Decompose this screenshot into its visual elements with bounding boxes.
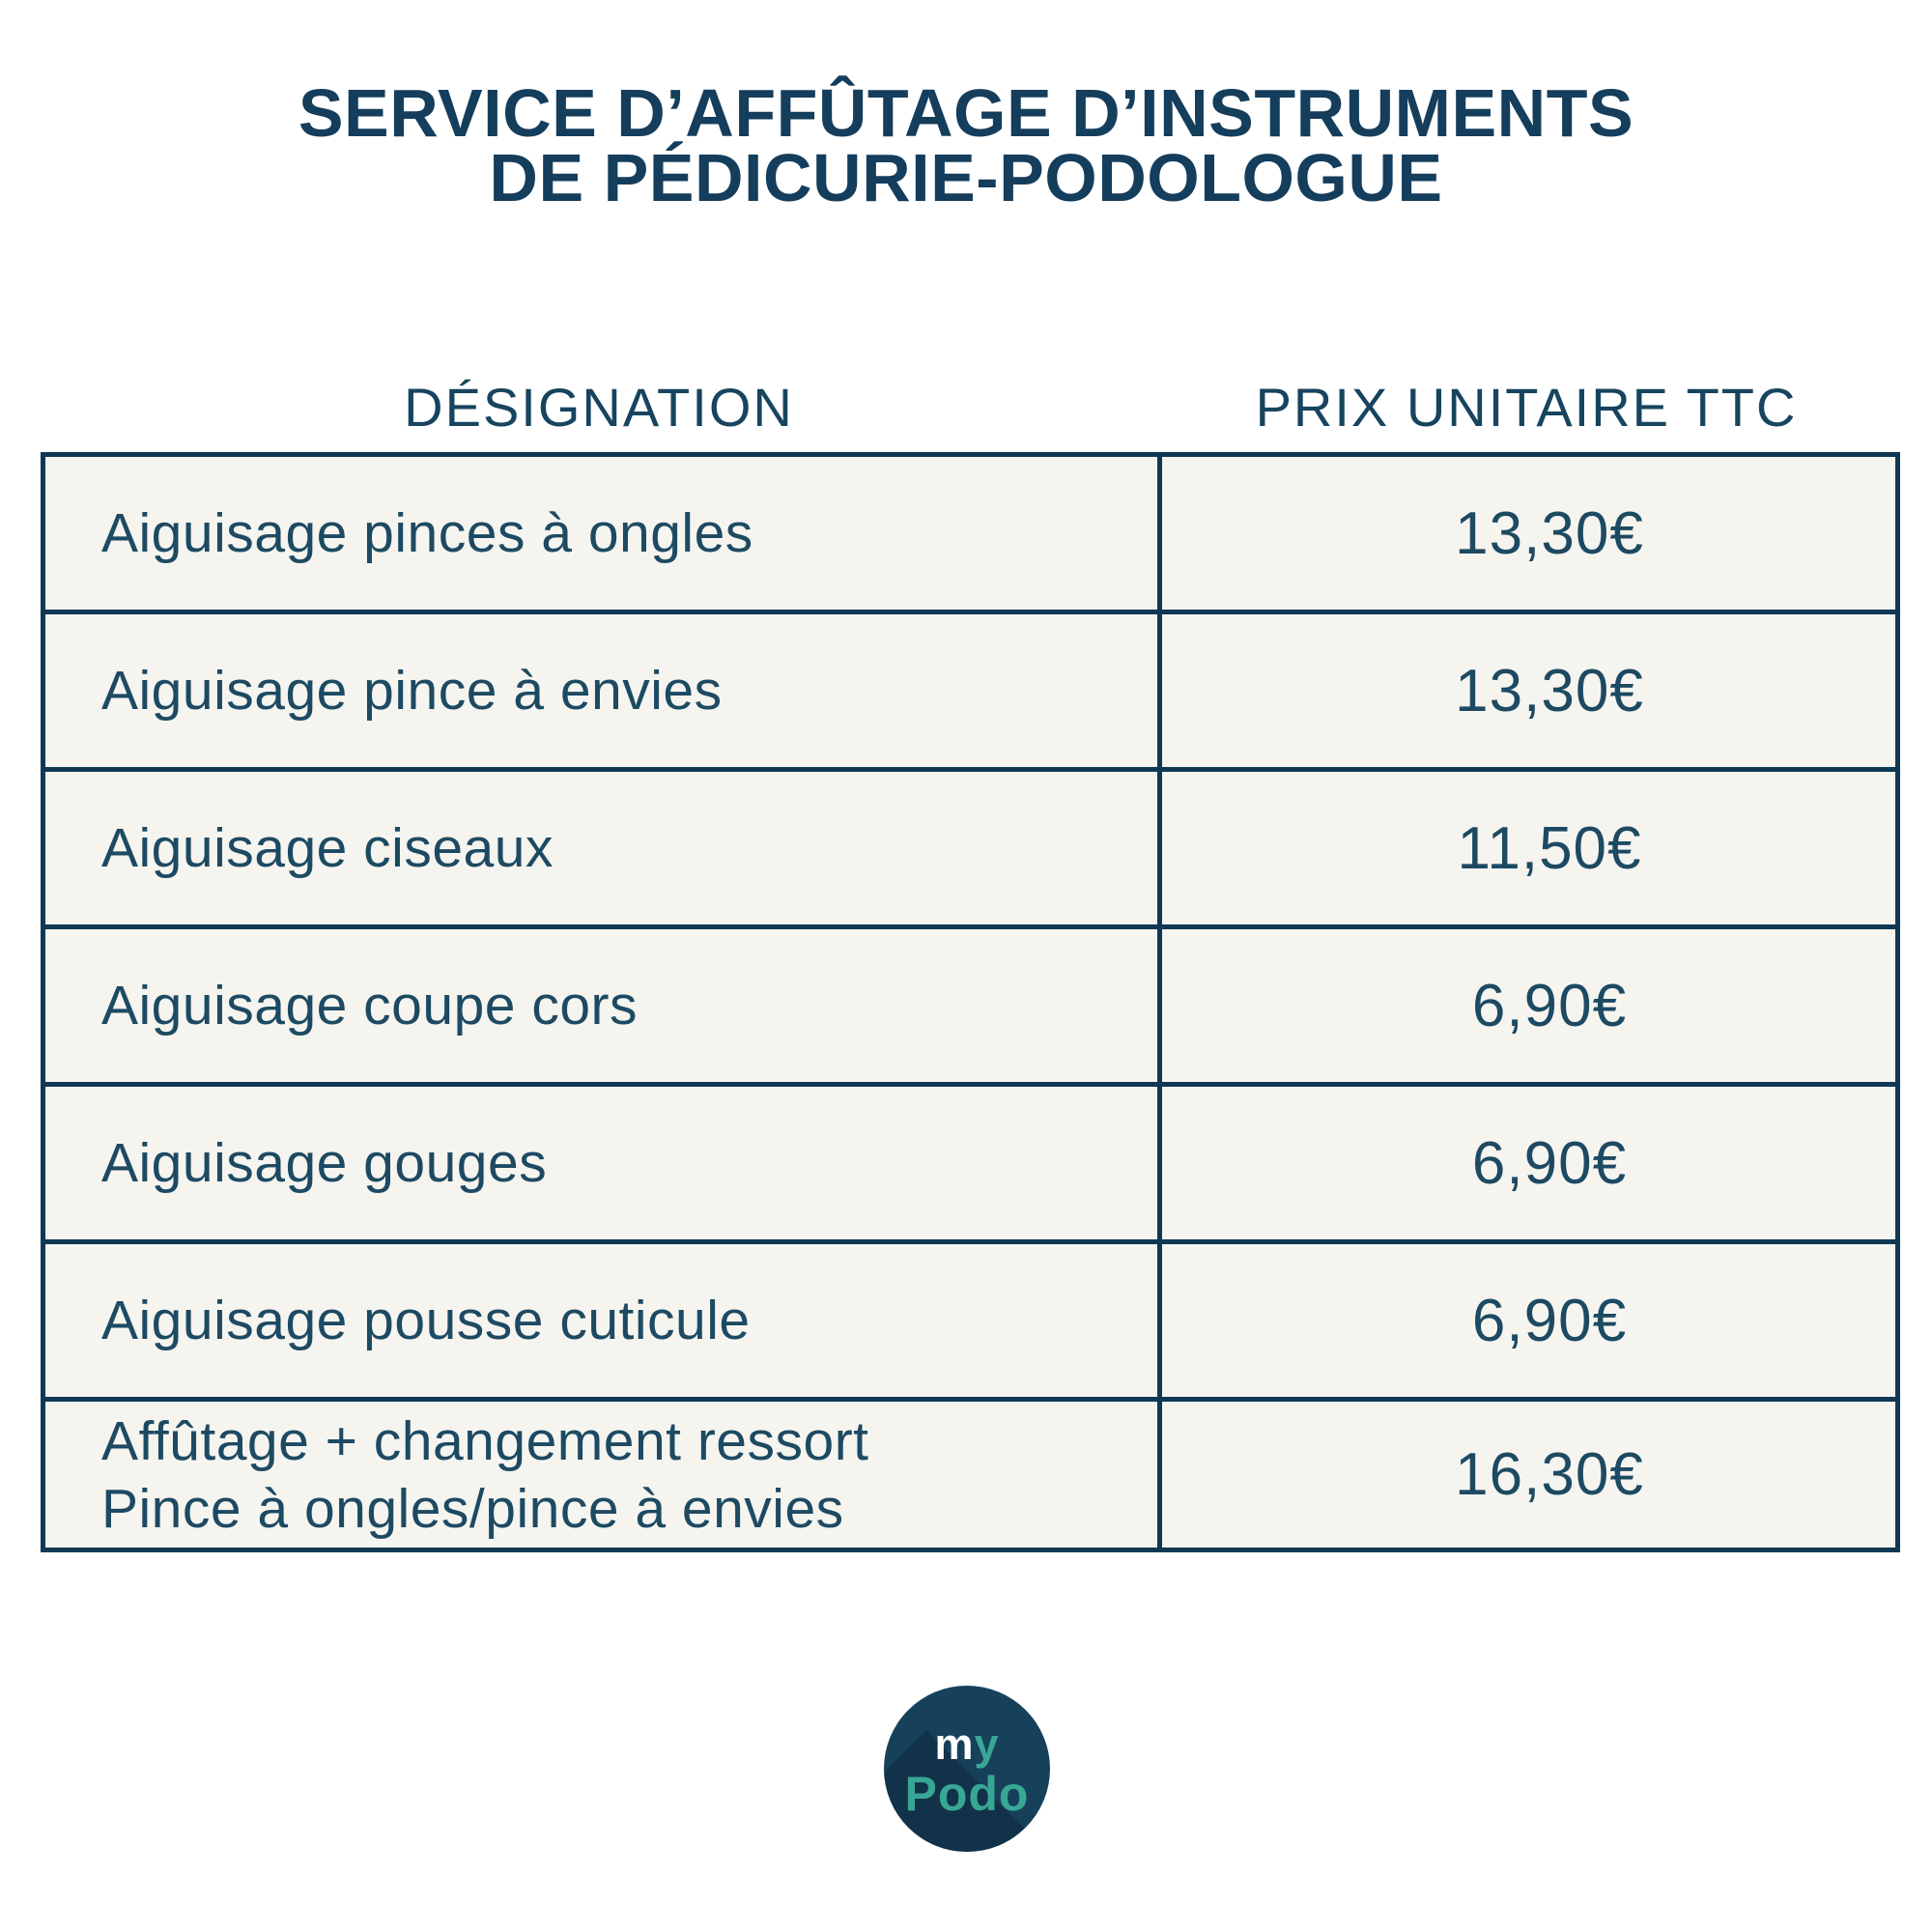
table-row: Aiguisage gouges 6,90€: [41, 1082, 1900, 1244]
column-header-designation: DÉSIGNATION: [404, 377, 794, 438]
column-header-price: PRIX UNITAIRE TTC: [1255, 377, 1798, 438]
price-cell: 6,90€: [1157, 1082, 1900, 1244]
table-row: Aiguisage ciseaux 11,50€: [41, 767, 1900, 929]
designation-cell: Aiguisage pinces à ongles: [41, 452, 1162, 614]
price-table: Aiguisage pinces à ongles 13,30€ Aiguisage…: [41, 452, 1900, 1552]
page-title-line1: SERVICE D’AFFÛTAGE D’INSTRUMENTS: [298, 75, 1634, 151]
designation-cell: Aiguisage pousse cuticule: [41, 1239, 1162, 1402]
price-table-body: Aiguisage pinces à ongles 13,30€ Aiguisage…: [41, 452, 1900, 1552]
price-cell: 13,30€: [1157, 452, 1900, 614]
designation-cell: Aiguisage ciseaux: [41, 767, 1162, 929]
mypodo-logo: my Podo: [884, 1686, 1050, 1852]
table-row: Aiguisage pince à envies 13,30€: [41, 610, 1900, 772]
designation-cell: Aiguisage pince à envies: [41, 610, 1162, 772]
table-row: Aiguisage pinces à ongles 13,30€: [41, 452, 1900, 614]
table-row: Aiguisage pousse cuticule 6,90€: [41, 1239, 1900, 1402]
price-cell: 16,30€: [1157, 1397, 1900, 1552]
table-row: Aiguisage coupe cors 6,90€: [41, 924, 1900, 1087]
designation-cell: Aiguisage coupe cors: [41, 924, 1162, 1087]
price-cell: 6,90€: [1157, 1239, 1900, 1402]
page-title: SERVICE D’AFFÛTAGE D’INSTRUMENTS DE PÉDI…: [0, 75, 1932, 215]
price-cell: 6,90€: [1157, 924, 1900, 1087]
price-cell: 11,50€: [1157, 767, 1900, 929]
table-row: Affûtage + changement ressort Pince à on…: [41, 1397, 1900, 1552]
page-title-line2: DE PÉDICURIE-PODOLOGUE: [489, 140, 1443, 215]
table-column-headers: DÉSIGNATION PRIX UNITAIRE TTC: [41, 379, 1895, 437]
price-cell: 13,30€: [1157, 610, 1900, 772]
logo-letter-m: m: [934, 1719, 975, 1769]
logo-word-podo: Podo: [904, 1766, 1030, 1821]
logo-text: my Podo: [884, 1686, 1050, 1852]
logo-word-my: my: [934, 1719, 1000, 1769]
designation-cell: Aiguisage gouges: [41, 1082, 1162, 1244]
designation-cell: Affûtage + changement ressort Pince à on…: [41, 1397, 1162, 1552]
logo-letter-y: y: [974, 1719, 1000, 1769]
